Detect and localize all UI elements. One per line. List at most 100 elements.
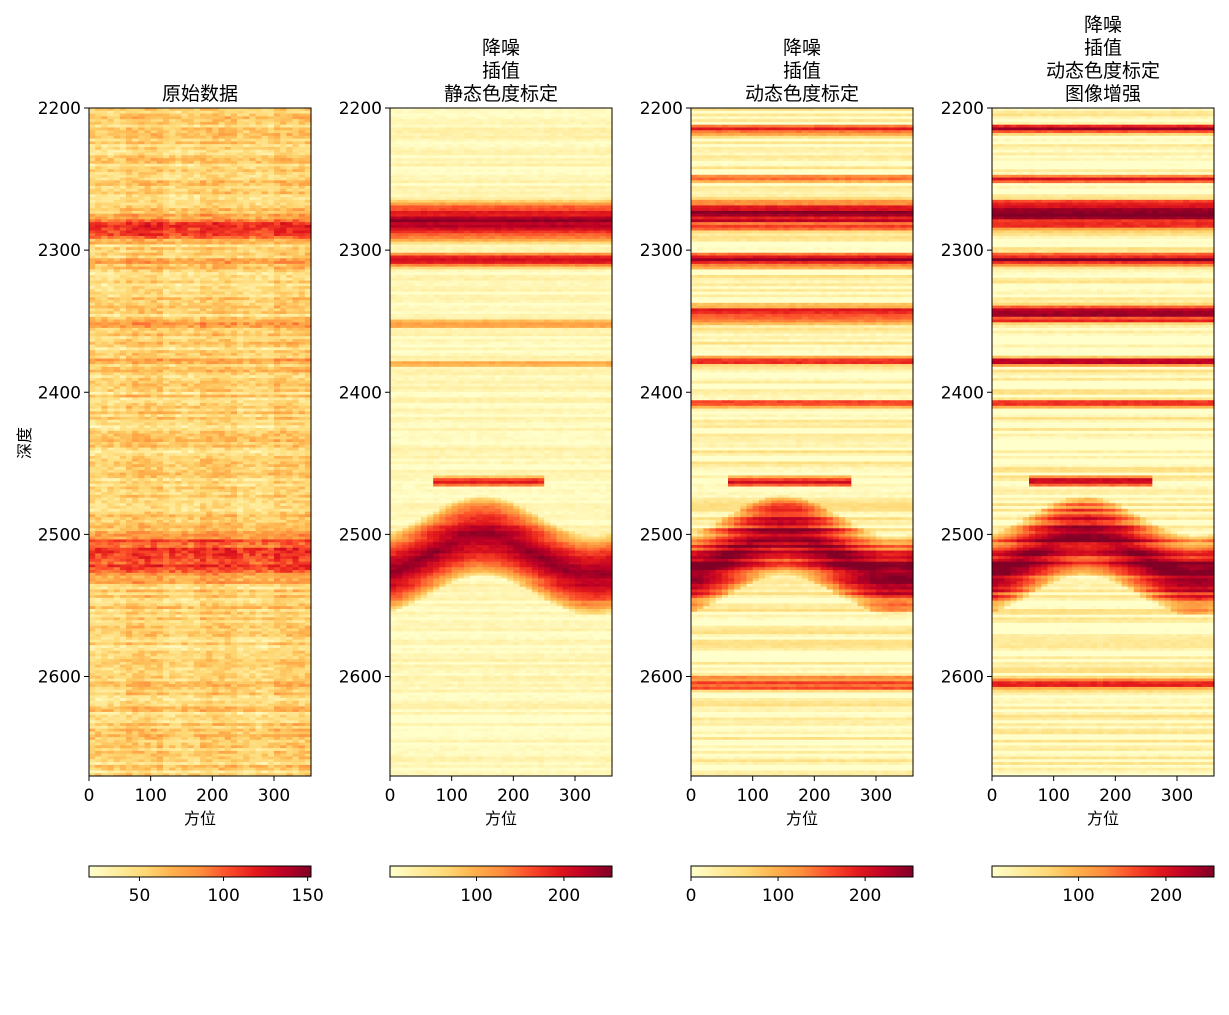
heatmap-cell [304, 177, 312, 181]
heatmap-cell [101, 185, 109, 190]
heatmap-cell [286, 219, 294, 223]
heatmap-cell [181, 244, 189, 248]
heatmap-cell [163, 297, 170, 301]
heatmap-cell [163, 283, 170, 287]
heatmap-cell [218, 238, 226, 243]
heatmap-cell [89, 163, 96, 168]
heatmap-cell [280, 233, 287, 237]
heatmap-cell [138, 272, 146, 276]
heatmap-cell [119, 152, 127, 156]
heatmap-cell [280, 166, 287, 170]
heatmap-cell [206, 174, 213, 179]
heatmap-cell [175, 152, 183, 156]
heatmap-cell [101, 163, 109, 168]
heatmap-cell [206, 188, 213, 193]
heatmap-cell [298, 138, 306, 142]
heatmap-cell [255, 280, 263, 284]
heatmap-cell [286, 121, 294, 126]
heatmap-cell [175, 172, 183, 176]
heatmap-cell [224, 283, 232, 287]
heatmap-cell [218, 135, 226, 140]
heatmap-cell [193, 305, 201, 309]
heatmap-cell [267, 149, 275, 154]
heatmap-cell [132, 252, 139, 257]
heatmap-cell [187, 213, 195, 218]
heatmap-cell [181, 255, 189, 259]
heatmap-cell [292, 216, 300, 220]
heatmap-cell [101, 191, 109, 195]
heatmap-cell [138, 224, 146, 229]
heatmap-cell [304, 163, 312, 168]
heatmap-cell [304, 266, 312, 271]
heatmap-cell [292, 275, 300, 279]
heatmap-cell [138, 247, 146, 251]
heatmap-cell [206, 241, 213, 245]
heatmap-cell [119, 319, 127, 323]
heatmap-cell [200, 208, 207, 212]
heatmap-cell [298, 233, 306, 237]
heatmap-cell [193, 163, 201, 168]
heatmap-cell [304, 208, 312, 212]
heatmap-cell [224, 261, 232, 265]
heatmap-cell [101, 227, 109, 232]
heatmap-cell [193, 185, 201, 190]
heatmap-cell [193, 197, 201, 201]
heatmap-cell [274, 255, 281, 259]
heatmap-cell [175, 124, 183, 129]
heatmap-cell [169, 286, 176, 290]
heatmap-cell [169, 241, 176, 245]
heatmap-cell [193, 224, 201, 229]
heatmap-cell [243, 205, 250, 209]
heatmap-cell [187, 141, 195, 145]
heatmap-cell [218, 252, 226, 257]
heatmap-cell [107, 194, 115, 198]
heatmap-cell [132, 130, 139, 134]
heatmap-cell [206, 172, 213, 176]
heatmap-cell [187, 169, 195, 173]
heatmap-cell [95, 216, 102, 220]
heatmap-cell [138, 222, 146, 226]
heatmap-cell [200, 113, 207, 117]
heatmap-cell [206, 197, 213, 201]
heatmap-cell [113, 319, 121, 323]
heatmap-cell [107, 319, 115, 323]
heatmap-cell [175, 113, 183, 117]
heatmap-cell [230, 258, 238, 262]
heatmap-cell [101, 210, 109, 215]
heatmap-cell [163, 219, 170, 223]
heatmap-cell [230, 283, 238, 287]
heatmap-cell [243, 172, 250, 176]
heatmap-cell [150, 133, 158, 137]
heatmap-cell [304, 302, 312, 307]
heatmap-cell [150, 116, 158, 120]
heatmap-cell [175, 261, 183, 265]
heatmap-cell [212, 197, 220, 201]
heatmap-cell [237, 174, 244, 179]
heatmap-cell [126, 174, 133, 179]
heatmap-cell [144, 269, 152, 273]
heatmap-cell [280, 160, 287, 165]
heatmap-cell [243, 194, 250, 198]
heatmap-cell [187, 133, 195, 137]
heatmap-cell [218, 283, 226, 287]
heatmap-cell [126, 316, 133, 321]
heatmap-cell [132, 249, 139, 254]
heatmap-cell [237, 169, 244, 173]
heatmap-cell [144, 180, 152, 184]
heatmap-cell [107, 249, 115, 254]
heatmap-cell [95, 185, 102, 190]
heatmap-cell [107, 297, 115, 301]
heatmap-cell [206, 180, 213, 184]
heatmap-cell [119, 294, 127, 298]
heatmap-cell [286, 163, 294, 168]
heatmap-cell [132, 261, 139, 265]
heatmap-cell [138, 297, 146, 301]
heatmap-cell [163, 244, 170, 248]
heatmap-cell [169, 158, 176, 162]
heatmap-cell [138, 275, 146, 279]
heatmap-cell [280, 177, 287, 181]
heatmap-cell [150, 297, 158, 301]
heatmap-cell [101, 194, 109, 198]
heatmap-cell [132, 219, 139, 223]
heatmap-cell [249, 302, 257, 307]
